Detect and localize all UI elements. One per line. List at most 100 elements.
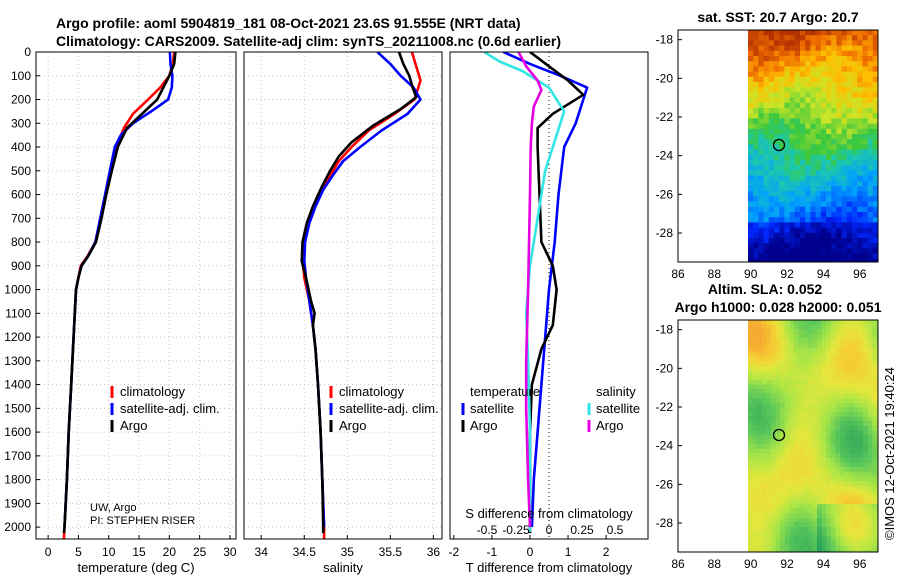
heatmap-cell <box>794 238 801 244</box>
temperature-legend: climatology satellite-adj. clim. Argo <box>110 384 220 433</box>
heatmap-cell <box>794 444 800 450</box>
heatmap-cell <box>841 149 848 156</box>
heatmap-cell <box>807 536 813 542</box>
heatmap-cell <box>872 536 878 542</box>
heatmap-cell <box>810 206 817 213</box>
heatmap-cell <box>867 513 873 519</box>
heatmap-cell <box>768 196 775 203</box>
heatmap-cell <box>758 128 765 135</box>
heatmap-cell <box>853 522 859 528</box>
heatmap-cell <box>867 324 873 330</box>
heatmap-cell <box>803 398 809 404</box>
heatmap-cell <box>810 45 817 52</box>
heatmap-cell <box>831 45 837 52</box>
heatmap-cell <box>752 481 758 487</box>
heatmap-cell <box>810 196 817 203</box>
heatmap-cell <box>826 175 832 182</box>
heatmap-cell <box>863 481 869 487</box>
heatmap-cell <box>766 393 772 399</box>
heatmap-cell <box>784 467 790 473</box>
depth-tick-label: 0 <box>24 45 31 59</box>
x-tick-label: 5 <box>75 545 82 559</box>
heatmap-cell <box>844 494 850 500</box>
heatmap-cell <box>849 370 855 376</box>
heatmap-cell <box>763 87 770 93</box>
heatmap-cell <box>761 485 767 491</box>
heatmap-cell <box>763 76 770 83</box>
heatmap-cell <box>857 212 863 218</box>
heatmap-cell <box>771 458 777 464</box>
heatmap-cell <box>840 416 846 422</box>
heatmap-cell <box>840 540 846 546</box>
heatmap-cell <box>852 123 858 130</box>
heatmap-cell <box>803 545 809 551</box>
heatmap-cell <box>794 227 801 234</box>
heatmap-cell <box>771 425 777 431</box>
heatmap-cell <box>780 439 786 445</box>
heatmap-cell <box>841 92 848 99</box>
heatmap-cell <box>780 499 786 505</box>
heatmap-cell <box>798 343 804 349</box>
heatmap-cell <box>761 494 767 500</box>
heatmap-cell <box>784 462 790 468</box>
heatmap-cell <box>805 196 811 203</box>
heatmap-cell <box>805 154 811 161</box>
x-tick-label: 10 <box>102 545 116 559</box>
heatmap-cell <box>872 92 878 99</box>
heatmap-cell <box>794 144 801 151</box>
heatmap-cell <box>748 531 754 537</box>
heatmap-cell <box>780 324 786 330</box>
heatmap-cell <box>800 50 806 57</box>
heatmap-cell <box>789 154 796 161</box>
heatmap-cell <box>820 191 827 197</box>
heatmap-cell <box>784 149 791 156</box>
heatmap-cell <box>815 222 822 229</box>
heatmap-cell <box>826 467 832 473</box>
heatmap-cell <box>758 30 765 36</box>
heatmap-cell <box>798 494 804 500</box>
heatmap-cell <box>826 462 832 468</box>
heatmap-cell <box>863 531 869 537</box>
heatmap-cell <box>748 430 754 436</box>
heatmap-cell <box>807 444 813 450</box>
heatmap-cell <box>840 462 846 468</box>
heatmap-cell <box>758 201 765 208</box>
heatmap-cell <box>753 118 759 125</box>
heatmap-cell <box>853 338 859 344</box>
heatmap-cell <box>752 379 758 385</box>
heatmap-cell <box>748 338 754 344</box>
heatmap-cell <box>757 347 763 353</box>
heatmap-cell <box>840 458 846 464</box>
heatmap-cell <box>872 180 878 187</box>
heatmap-cell <box>872 522 878 528</box>
heatmap-cell <box>863 370 869 376</box>
map-lon-tick-label: 88 <box>708 267 722 281</box>
map-lat-tick-label: -26 <box>656 187 674 201</box>
heatmap-cell <box>794 66 801 73</box>
legend-label-satellite: satellite-adj. clim. <box>120 401 220 416</box>
heatmap-cell <box>775 435 781 441</box>
heatmap-cell <box>798 320 804 326</box>
heatmap-cell <box>817 481 823 487</box>
heatmap-cell <box>835 481 841 487</box>
heatmap-cell <box>852 56 858 62</box>
heatmap-cell <box>867 407 873 413</box>
heatmap-cell <box>748 481 754 487</box>
heatmap-cell <box>803 421 809 427</box>
heatmap-cell <box>812 448 818 454</box>
heatmap-cell <box>752 402 758 408</box>
heatmap-cell <box>779 35 785 41</box>
heatmap-cell <box>775 540 781 546</box>
heatmap-cell <box>753 243 759 249</box>
heatmap-cell <box>768 40 775 47</box>
heatmap-cell <box>821 347 827 353</box>
heatmap-cell <box>857 191 863 197</box>
heatmap-cell <box>872 379 878 385</box>
heatmap-cell <box>803 370 809 376</box>
heatmap-cell <box>752 444 758 450</box>
heatmap-cell <box>761 407 767 413</box>
heatmap-cell <box>841 118 848 125</box>
heatmap-cell <box>780 430 786 436</box>
heatmap-cell <box>784 453 790 459</box>
heatmap-cell <box>858 545 864 551</box>
